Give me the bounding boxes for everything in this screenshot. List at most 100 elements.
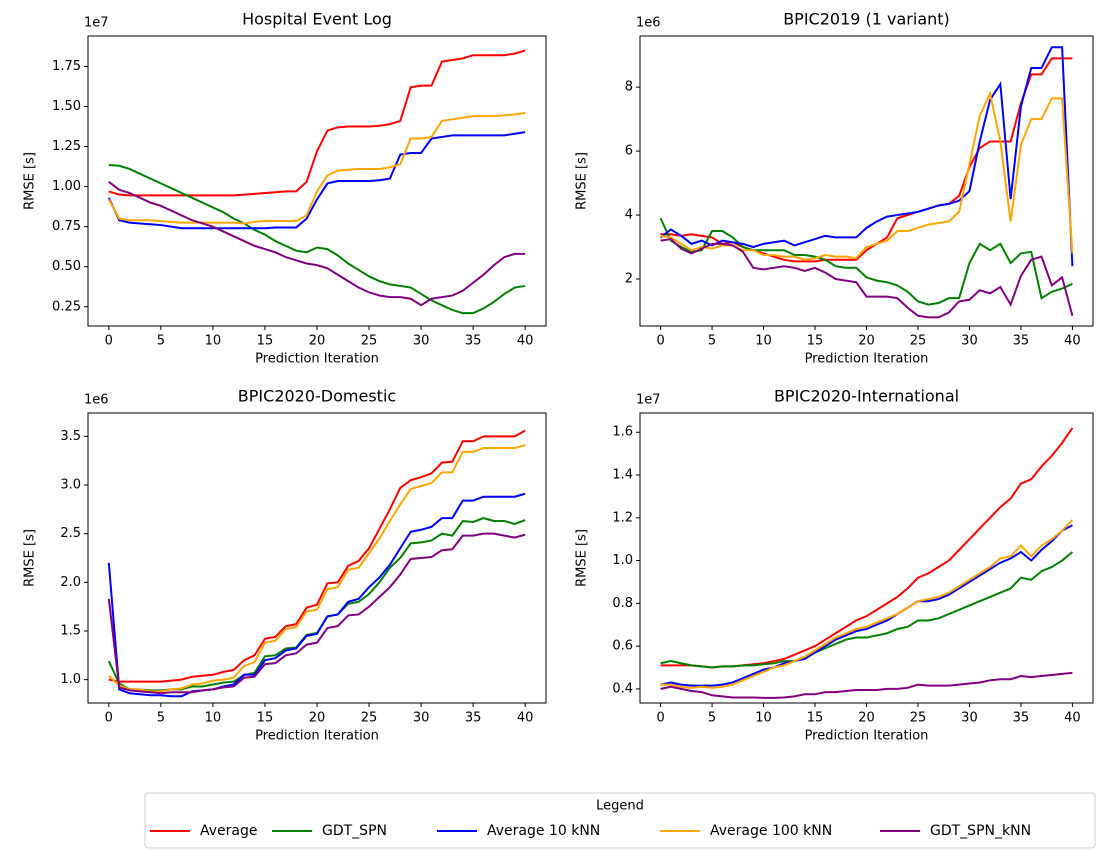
series-line: [660, 524, 1073, 687]
legend-title: Legend: [596, 799, 644, 814]
x-axis-label: Prediction Iteration: [805, 352, 929, 367]
x-tick-label: 10: [205, 711, 222, 726]
y-tick-label: 1.25: [52, 139, 81, 154]
x-tick-label: 40: [1064, 711, 1081, 726]
x-tick-label: 10: [205, 334, 222, 349]
series-line: [108, 444, 526, 693]
offset-label: 1e6: [84, 393, 109, 408]
y-tick-label: 1.00: [52, 179, 81, 194]
x-tick-label: 5: [708, 334, 716, 349]
axes-frame: [639, 412, 1094, 704]
y-tick-label: 1.6: [612, 425, 633, 440]
x-tick-label: 35: [465, 334, 482, 349]
y-axis-label: RMSE [s]: [575, 152, 590, 210]
offset-label: 1e7: [84, 16, 109, 31]
y-tick-label: 1.4: [612, 468, 633, 483]
y-tick-label: 0.75: [52, 219, 81, 234]
x-tick-label: 20: [309, 711, 326, 726]
x-axis-label: Prediction Iteration: [255, 352, 379, 367]
series-line: [660, 671, 1073, 699]
axes-frame: [87, 412, 547, 704]
x-tick-label: 10: [755, 711, 772, 726]
y-tick-label: 6: [625, 144, 633, 159]
legend-box: [144, 792, 1096, 849]
x-tick-label: 0: [656, 334, 664, 349]
legend-label: Average: [200, 823, 258, 839]
y-tick-label: 4: [625, 208, 633, 223]
series-line: [660, 551, 1074, 669]
chart-title: Hospital Event Log: [242, 10, 392, 29]
y-tick-label: 1.5: [60, 623, 81, 638]
series-line: [108, 49, 526, 197]
x-tick-label: 20: [858, 711, 875, 726]
x-tick-label: 30: [413, 334, 430, 349]
offset-label: 1e6: [636, 16, 661, 31]
legend-label: Average 100 kNN: [710, 823, 832, 839]
x-tick-label: 30: [961, 334, 978, 349]
y-tick-label: 2: [625, 271, 633, 286]
series-line: [108, 163, 526, 315]
x-tick-label: 35: [1013, 334, 1030, 349]
x-tick-label: 0: [105, 334, 113, 349]
x-tick-label: 15: [807, 334, 824, 349]
chart-title: BPIC2019 (1 variant): [783, 10, 950, 29]
x-tick-label: 35: [1013, 711, 1030, 726]
series-line: [660, 57, 1073, 263]
series-line: [659, 217, 1073, 306]
x-tick-label: 15: [257, 334, 274, 349]
y-tick-label: 3.0: [60, 478, 81, 493]
x-axis-label: Prediction Iteration: [805, 729, 929, 744]
y-axis-label: RMSE [s]: [575, 529, 590, 587]
series-line: [108, 181, 526, 307]
x-tick-label: 5: [157, 334, 165, 349]
x-tick-label: 0: [656, 711, 664, 726]
series-line: [660, 427, 1074, 669]
y-tick-label: 1.0: [60, 672, 81, 687]
y-tick-label: 1.2: [612, 510, 633, 525]
offset-label: 1e7: [636, 393, 661, 408]
x-tick-label: 25: [910, 334, 927, 349]
x-tick-label: 15: [807, 711, 824, 726]
y-tick-label: 2.5: [60, 526, 81, 541]
x-tick-label: 0: [105, 711, 113, 726]
x-tick-label: 20: [858, 334, 875, 349]
x-tick-label: 40: [517, 711, 534, 726]
x-tick-label: 20: [309, 334, 326, 349]
x-tick-label: 10: [755, 334, 772, 349]
x-axis-label: Prediction Iteration: [255, 729, 379, 744]
x-tick-label: 25: [910, 711, 927, 726]
series-line: [107, 532, 526, 695]
y-tick-label: 3.5: [60, 429, 81, 444]
legend-label: Average 10 kNN: [487, 823, 600, 839]
y-tick-label: 0.25: [52, 299, 81, 314]
y-tick-label: 1.0: [612, 553, 633, 568]
x-tick-label: 40: [1064, 334, 1081, 349]
series-line: [660, 90, 1074, 261]
y-tick-label: 0.6: [612, 639, 633, 654]
y-tick-label: 1.50: [52, 99, 81, 114]
chart-title: BPIC2020-International: [774, 387, 959, 406]
y-tick-label: 1.75: [52, 59, 81, 74]
legend-label: GDT_SPN_kNN: [930, 823, 1031, 839]
y-axis-label: RMSE [s]: [23, 529, 38, 587]
series-line: [108, 429, 526, 683]
x-tick-label: 5: [157, 711, 165, 726]
y-axis-label: RMSE [s]: [23, 152, 38, 210]
legend-label: GDT_SPN: [322, 823, 387, 839]
x-tick-label: 30: [961, 711, 978, 726]
x-tick-label: 25: [361, 334, 378, 349]
chart-title: BPIC2020-Domestic: [238, 387, 396, 406]
y-tick-label: 0.50: [52, 259, 81, 274]
y-tick-label: 2.0: [60, 575, 81, 590]
x-tick-label: 5: [708, 711, 716, 726]
series-line: [660, 519, 1074, 689]
x-tick-label: 25: [361, 711, 378, 726]
y-tick-label: 0.4: [612, 681, 633, 696]
x-tick-label: 15: [257, 711, 274, 726]
y-tick-label: 8: [625, 80, 633, 95]
y-tick-label: 0.8: [612, 596, 633, 611]
series-line: [107, 131, 526, 230]
series-line: [659, 46, 1074, 267]
series-line: [660, 237, 1074, 319]
